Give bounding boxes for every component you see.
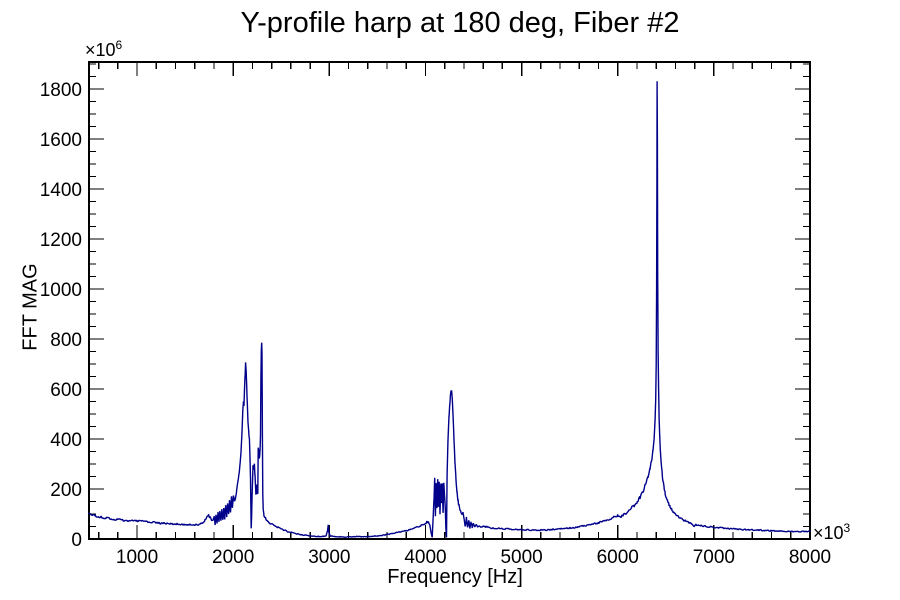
y-tick-label: 1800 bbox=[40, 80, 82, 101]
y-tick-label: 800 bbox=[50, 330, 82, 351]
x-tick-label: 5000 bbox=[500, 547, 542, 568]
y-tick-label: 1600 bbox=[40, 130, 82, 151]
y-tick-label: 1400 bbox=[40, 180, 82, 201]
fft-curve bbox=[88, 81, 811, 538]
x-tick-label: 3000 bbox=[308, 547, 350, 568]
y-axis-scale-label: ×106 bbox=[85, 38, 123, 60]
x-tick-label: 7000 bbox=[693, 547, 735, 568]
chart-title: Y-profile harp at 180 deg, Fiber #2 bbox=[240, 7, 680, 39]
x-axis-scale-label: ×103 bbox=[813, 521, 851, 543]
x-tick-label: 6000 bbox=[597, 547, 639, 568]
x-tick-label: 1000 bbox=[116, 547, 158, 568]
y-tick-label: 1000 bbox=[40, 280, 82, 301]
x-tick-label: 2000 bbox=[212, 547, 254, 568]
y-tick-label: 400 bbox=[50, 430, 82, 451]
y-tick-label: 1200 bbox=[40, 230, 82, 251]
y-axis-title: FFT MAG bbox=[19, 263, 42, 351]
plot-frame bbox=[88, 61, 811, 540]
y-tick-label: 200 bbox=[50, 480, 82, 501]
x-tick-label: 4000 bbox=[404, 547, 446, 568]
y-tick-label: 600 bbox=[50, 380, 82, 401]
x-axis-title: Frequency [Hz] bbox=[387, 566, 523, 588]
x-tick-label: 8000 bbox=[789, 547, 831, 568]
y-tick-label: 0 bbox=[71, 530, 82, 551]
